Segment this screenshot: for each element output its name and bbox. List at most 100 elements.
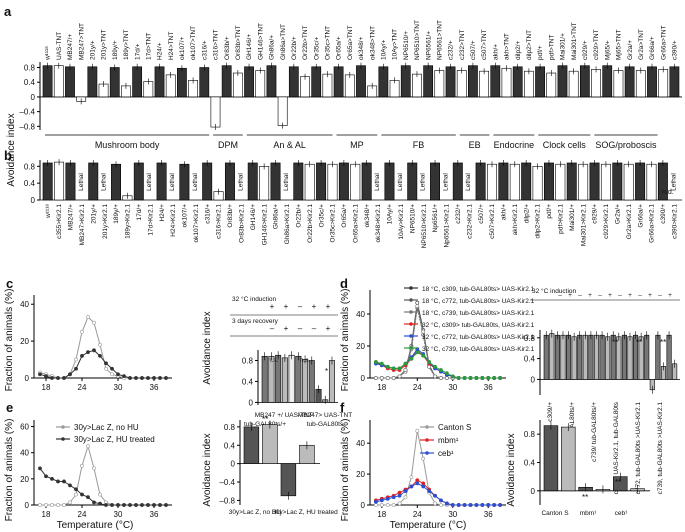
data-point — [415, 300, 420, 305]
x-tick-label: 30 — [114, 383, 123, 392]
genotype-label: GH146/+ — [250, 204, 257, 230]
genotype-label: Gh86a/+ — [269, 35, 276, 60]
data-point — [433, 493, 437, 498]
data-point — [140, 376, 144, 380]
series-line — [375, 351, 501, 379]
bar — [293, 162, 304, 201]
legend-marker — [409, 334, 413, 338]
legend-label: mbm¹ — [438, 436, 459, 445]
data-point — [450, 374, 455, 379]
data-point — [385, 364, 390, 369]
data-point — [409, 356, 414, 361]
y-tick-label: 0 — [361, 374, 366, 383]
x-tick-label: 36 — [484, 383, 493, 392]
genotype-label: Or65a>TNT — [347, 25, 354, 60]
data-point — [68, 500, 72, 505]
genotype-label: Gr66a/+ — [649, 36, 656, 60]
data-point — [62, 479, 66, 484]
bar — [501, 67, 512, 98]
data-point — [128, 376, 132, 380]
series-line — [39, 349, 166, 379]
c-ylabel: Fraction of animals (%) — [4, 289, 15, 392]
bar — [456, 70, 467, 98]
data-point — [397, 501, 402, 506]
data-point — [421, 484, 426, 489]
data-point — [92, 320, 96, 325]
bar — [669, 66, 680, 98]
data-point — [421, 329, 426, 334]
data-point — [62, 503, 66, 507]
series-line — [375, 348, 501, 379]
data-point — [164, 376, 168, 380]
data-point — [80, 353, 84, 358]
data-point — [98, 342, 102, 347]
data-point — [158, 503, 162, 507]
bar — [546, 72, 557, 98]
data-point — [74, 366, 78, 371]
genotype-label: H24/+ — [159, 204, 166, 222]
y-tick-label: 20 — [356, 470, 365, 479]
genotype-label: dilp2/+ — [523, 204, 530, 224]
data-point — [80, 492, 84, 497]
bar — [521, 162, 532, 201]
data-point — [444, 376, 449, 380]
group-label: MB247 — [255, 412, 276, 419]
bar — [384, 162, 395, 201]
lethal-label: Lethal — [78, 173, 85, 191]
genotype-label: c316/+ — [204, 204, 211, 224]
genotype-label: 189y/+ — [112, 40, 119, 60]
bar — [42, 162, 53, 201]
bar — [434, 70, 445, 98]
bar — [179, 163, 190, 201]
panel-d-line: 0 20 40 18 24 30 36 18 °C, c309, tub-GAL80ts> U… — [356, 285, 535, 392]
genotype-label: Np6561/+ — [432, 204, 439, 233]
bar — [247, 162, 258, 201]
bar — [599, 334, 605, 380]
bar — [561, 426, 576, 492]
genotype-label: akh>Kir2.1 — [512, 204, 519, 236]
genotype-label: Or83b/+ — [224, 36, 231, 60]
lethal-label: Lethal — [374, 173, 381, 191]
bar — [111, 163, 121, 201]
genotype-label: Or35c/+ — [313, 36, 320, 60]
data-point — [385, 503, 390, 507]
y-tick-label: 0.8 — [24, 162, 36, 171]
data-point — [38, 372, 42, 377]
treat-sign: + — [628, 292, 632, 299]
data-point — [391, 376, 396, 380]
bar — [509, 163, 520, 201]
data-point — [74, 492, 78, 497]
data-point — [80, 463, 84, 468]
genotype-label: UAS-TNT — [56, 32, 63, 60]
bar — [468, 65, 478, 98]
data-point — [92, 466, 96, 471]
data-point — [492, 503, 497, 507]
data-point — [68, 372, 72, 377]
genotype-label: Mai301/+ — [569, 204, 576, 231]
data-point — [80, 329, 84, 334]
y-tick-label: 0.4 — [524, 355, 536, 364]
bar — [407, 162, 418, 201]
bar — [666, 334, 672, 380]
bar — [555, 163, 566, 201]
data-point — [374, 376, 378, 380]
data-point — [397, 493, 402, 498]
legend-label: Canton S — [438, 423, 471, 432]
bar — [430, 162, 440, 201]
genotype-label: Gh86a>TNT — [280, 24, 287, 60]
data-point — [152, 376, 156, 380]
data-point — [486, 503, 491, 507]
data-point — [498, 503, 502, 507]
genotype-label: c232>TNT — [459, 29, 466, 60]
genotype-label: Or35c>Kir2.1 — [330, 204, 337, 243]
data-point — [50, 476, 54, 481]
y-tick-label: 60 — [20, 423, 29, 432]
bar — [479, 70, 490, 98]
x-tick-label: 24 — [413, 383, 422, 392]
data-point — [374, 360, 378, 364]
bar — [327, 163, 338, 201]
bar — [593, 334, 600, 380]
panel-label-d: d — [340, 276, 348, 291]
genotype-label: MB247/+ — [68, 204, 75, 230]
